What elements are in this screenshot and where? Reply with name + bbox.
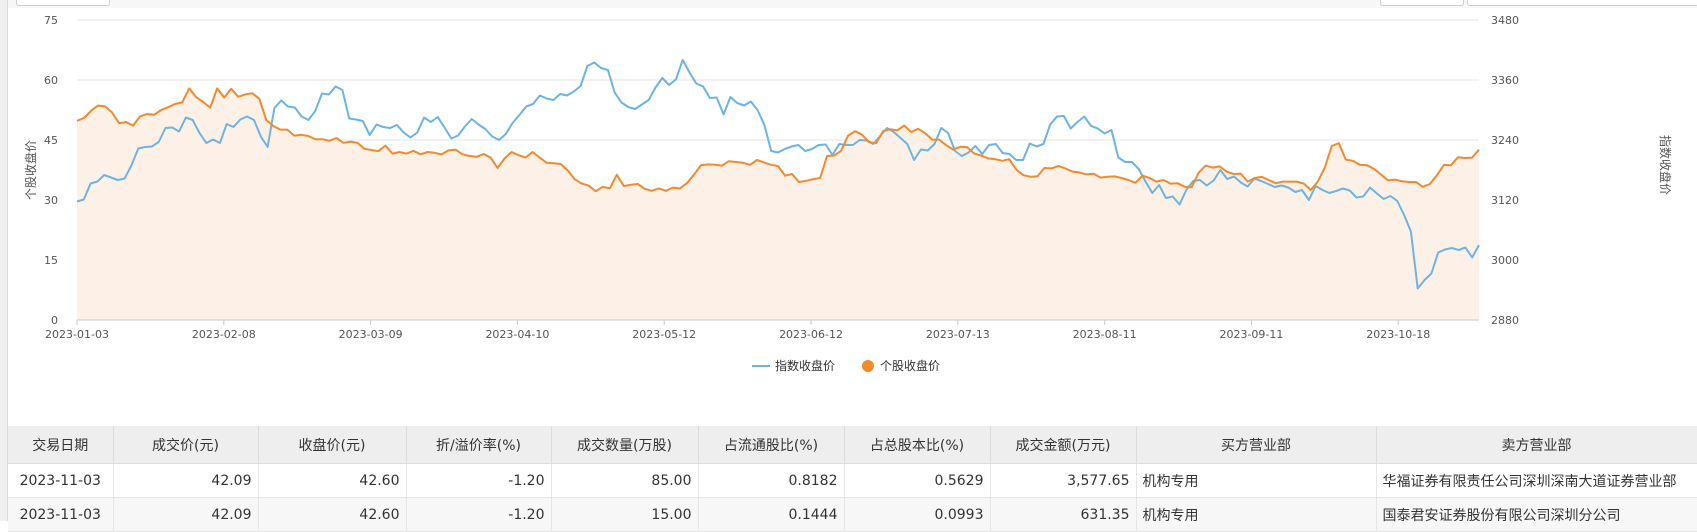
left-tick-label: 15 [44,254,58,267]
legend-item-index[interactable]: 指数收盘价 [752,358,835,373]
cell-premium-rate: -1.20 [406,463,552,498]
cell-deal-price: 42.09 [113,497,259,532]
header-volume[interactable]: 成交数量(万股) [551,426,699,464]
left-tick-label: 45 [44,134,58,147]
cell-trade-date: 2023-11-03 [8,463,114,498]
x-tick-label: 2023-08-11 [1073,328,1137,341]
index-close-line [76,59,1480,290]
top-right-control-1[interactable] [1380,0,1464,6]
header-amount[interactable]: 成交金额(万元) [990,426,1137,464]
cell-close-price: 42.60 [258,463,407,498]
left-tick-label: 60 [44,74,58,87]
header-float-ratio[interactable]: 占流通股比(%) [698,426,845,464]
header-buyer[interactable]: 买方营业部 [1136,426,1377,464]
cell-total-ratio: 0.5629 [844,463,991,498]
cell-seller[interactable]: 华福证券有限责任公司深圳深南大道证券营业部 [1376,463,1697,498]
header-premium-rate[interactable]: 折/溢价率(%) [406,426,552,464]
left-axis-ticks: 0 15 30 45 60 75 [44,14,58,327]
x-tick-label: 2023-05-12 [632,328,696,341]
cell-float-ratio: 0.1444 [698,497,845,532]
cell-volume: 15.00 [551,497,699,532]
x-tick-label: 2023-02-08 [192,328,256,341]
right-tick-label: 3240 [1491,134,1519,147]
top-left-control[interactable] [16,0,110,6]
legend-stock-label: 个股收盘价 [880,358,940,373]
table-row: 2023-11-03 42.09 42.60 -1.20 85.00 0.818… [8,463,1697,498]
cell-amount: 631.35 [990,497,1137,532]
left-tick-label: 30 [44,194,58,207]
header-trade-date[interactable]: 交易日期 [8,426,114,464]
right-axis-label: 指数收盘价 [1658,135,1673,195]
cell-seller[interactable]: 国泰君安证券股份有限公司深圳分公司 [1376,497,1697,532]
top-toolbar-strip [8,0,1697,8]
right-tick-label: 3120 [1491,194,1519,207]
stock-price-area [77,88,1479,321]
x-tick-label: 2023-04-10 [485,328,549,341]
legend[interactable]: 指数收盘价 个股收盘价 [752,358,940,373]
cell-close-price: 42.60 [258,497,407,532]
x-axis-ticks: 2023-01-03 2023-02-08 2023-03-09 2023-04-10… [45,319,1479,341]
x-tick-label: 2023-03-09 [339,328,403,341]
cell-volume: 85.00 [551,463,699,498]
right-tick-label: 3000 [1491,254,1519,267]
cell-deal-price: 42.09 [113,463,259,498]
x-tick-label: 2023-07-13 [926,328,990,341]
cell-buyer[interactable]: 机构专用 [1136,497,1377,532]
x-tick-label: 2023-09-11 [1219,328,1283,341]
stock-close-line [76,87,1480,193]
header-seller[interactable]: 卖方营业部 [1376,426,1697,464]
cell-buyer[interactable]: 机构专用 [1136,463,1377,498]
block-trade-table: 交易日期 成交价(元) 收盘价(元) 折/溢价率(%) 成交数量(万股) 占流通… [8,426,1697,532]
top-right-control-2[interactable] [1467,0,1697,6]
cell-total-ratio: 0.0993 [844,497,991,532]
right-axis-ticks: 2880 3000 3120 3240 3360 3480 [1491,14,1519,327]
cell-float-ratio: 0.8182 [698,463,845,498]
left-tick-label: 0 [51,314,58,327]
header-total-ratio[interactable]: 占总股本比(%) [844,426,991,464]
left-panel-border [0,0,8,521]
x-tick-label: 2023-01-03 [45,328,109,341]
legend-index-label: 指数收盘价 [775,358,835,373]
right-tick-label: 3360 [1491,74,1519,87]
left-tick-label: 75 [44,14,58,27]
x-tick-label: 2023-06-12 [779,328,843,341]
cell-trade-date: 2023-11-03 [8,497,114,532]
x-tick-label: 2023-10-18 [1366,328,1430,341]
left-axis-label: 个股收盘价 [23,140,38,200]
price-chart: 0 15 30 45 60 75 2880 3000 3120 3240 3360 3480 202… [23,14,1673,373]
cell-amount: 3,577.65 [990,463,1137,498]
header-close-price[interactable]: 收盘价(元) [258,426,407,464]
cell-premium-rate: -1.20 [406,497,552,532]
legend-item-stock[interactable]: 个股收盘价 [862,358,940,373]
legend-stock-swatch [862,360,874,372]
right-tick-label: 3480 [1491,14,1519,27]
table-row: 2023-11-03 42.09 42.60 -1.20 15.00 0.144… [8,497,1697,532]
header-deal-price[interactable]: 成交价(元) [113,426,259,464]
table-header-row: 交易日期 成交价(元) 收盘价(元) 折/溢价率(%) 成交数量(万股) 占流通… [8,426,1697,464]
right-tick-label: 2880 [1491,314,1519,327]
